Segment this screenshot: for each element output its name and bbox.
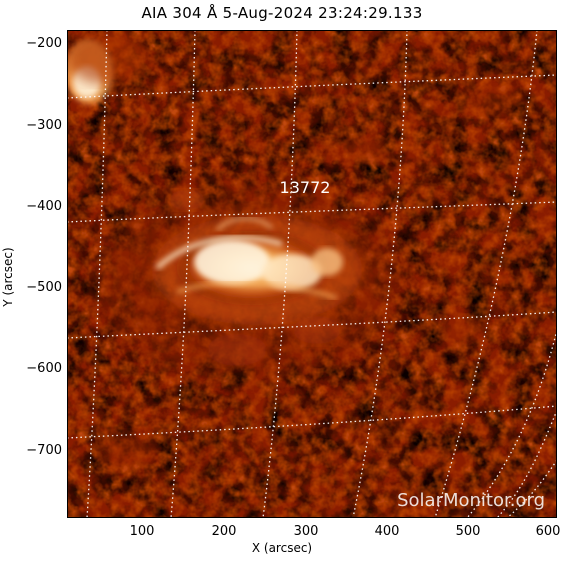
y-tick-label: −400 xyxy=(26,199,62,214)
active-region-hotspot xyxy=(311,248,343,276)
x-tick-label: 100 xyxy=(129,524,155,539)
active-region-hotspot xyxy=(262,254,322,290)
active-region-label: 13772 xyxy=(280,178,331,197)
x-axis-label: X (arcsec) xyxy=(251,541,313,555)
y-tick-label: −300 xyxy=(26,118,62,133)
x-tick-label: 500 xyxy=(455,524,481,539)
grid-longitude-line xyxy=(170,30,196,518)
heliographic-grid xyxy=(67,30,557,518)
solar-image: 13772 SolarMonitor.org xyxy=(67,30,557,518)
x-tick-label: 300 xyxy=(293,524,319,539)
grid-latitude-line xyxy=(67,201,557,223)
x-tick-label: 600 xyxy=(535,524,561,539)
y-tick-label: −200 xyxy=(26,36,62,51)
plage xyxy=(169,190,205,210)
grid-limb-line xyxy=(506,459,557,518)
plage xyxy=(293,316,341,344)
y-tick-label: −500 xyxy=(26,280,62,295)
bright-loop xyxy=(176,280,338,300)
grid-limb-line xyxy=(496,409,557,518)
plage xyxy=(207,334,267,366)
bright-loop xyxy=(215,217,273,232)
x-tick-label: 200 xyxy=(211,524,237,539)
y-axis-label: Y (arcsec) xyxy=(1,247,15,307)
image-title: AIA 304 Å 5-Aug-2024 23:24:29.133 xyxy=(141,4,423,22)
plage xyxy=(99,432,155,468)
plot-frame-border xyxy=(67,30,557,518)
y-tick-label: −600 xyxy=(26,361,62,376)
y-tick-label: −700 xyxy=(26,443,62,458)
grid-longitude-line xyxy=(434,30,538,518)
bright-loop xyxy=(155,235,283,270)
grid-longitude-line xyxy=(352,30,408,518)
watermark: SolarMonitor.org xyxy=(397,490,545,511)
plage xyxy=(345,138,389,162)
grid-latitude-line xyxy=(67,74,557,99)
plage xyxy=(472,86,522,114)
grid-longitude-line xyxy=(262,30,298,518)
grid-latitude-line xyxy=(67,405,557,439)
grid-limb-line xyxy=(466,329,557,518)
plage xyxy=(441,316,493,344)
active-region-hotspot xyxy=(194,240,270,284)
plage-top-left-halo xyxy=(67,32,147,84)
x-tick-label: 400 xyxy=(374,524,400,539)
solar-image-panel: 13772 SolarMonitor.org xyxy=(67,30,557,518)
